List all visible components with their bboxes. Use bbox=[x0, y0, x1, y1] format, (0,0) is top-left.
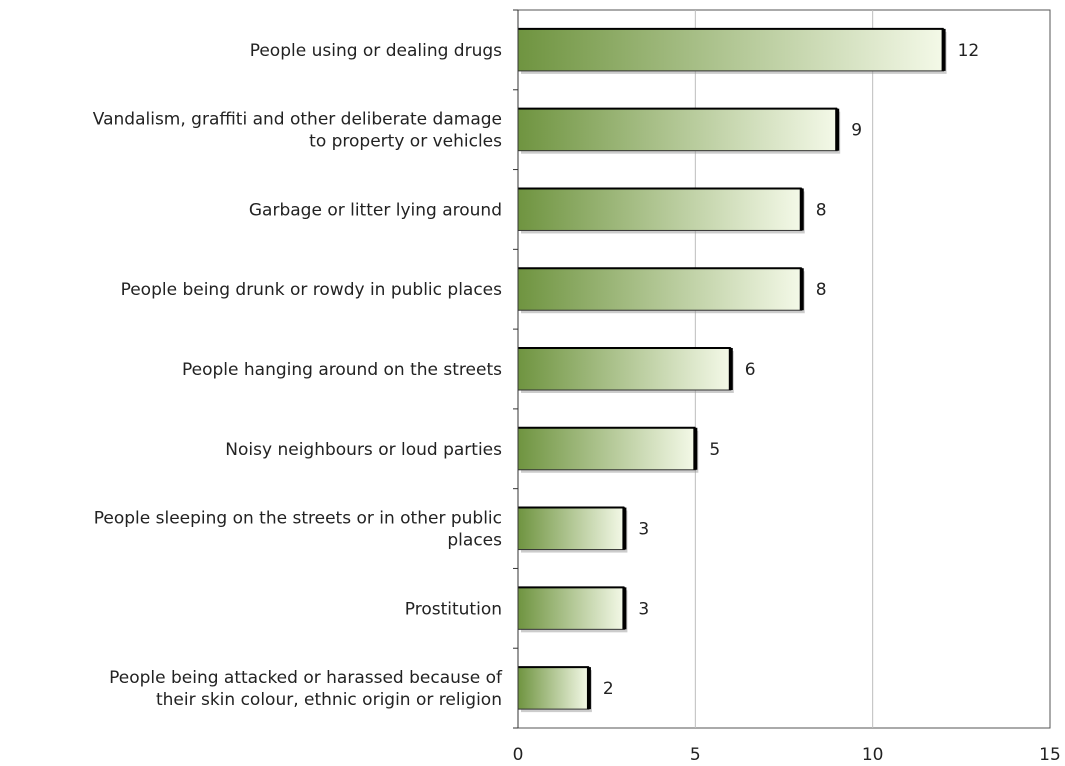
x-tick-label: 5 bbox=[690, 745, 701, 765]
bar bbox=[517, 187, 803, 231]
data-label: 2 bbox=[603, 679, 614, 699]
category-label: Prostitution bbox=[405, 599, 502, 619]
bar bbox=[517, 507, 625, 551]
bar bbox=[517, 427, 696, 471]
bar bbox=[517, 666, 590, 710]
x-tick-label: 15 bbox=[1039, 745, 1061, 765]
data-label: 8 bbox=[816, 200, 827, 220]
category-label: People using or dealing drugs bbox=[250, 41, 502, 61]
bar bbox=[517, 28, 945, 72]
category-label: People sleeping on the streets or in oth… bbox=[94, 509, 502, 529]
category-label: to property or vehicles bbox=[309, 132, 502, 152]
category-label: their skin colour, ethnic origin or reli… bbox=[156, 690, 502, 710]
category-label: People being drunk or rowdy in public pl… bbox=[121, 280, 503, 300]
data-label: 12 bbox=[958, 41, 980, 61]
x-tick-label: 10 bbox=[862, 745, 884, 765]
bar bbox=[517, 586, 625, 630]
category-label: People being attacked or harassed becaus… bbox=[109, 668, 503, 688]
x-axis: 0 5 10 15 bbox=[513, 745, 1061, 765]
category-label: places bbox=[447, 531, 502, 551]
data-label: 3 bbox=[638, 599, 649, 619]
category-label: Vandalism, graffiti and other deliberate… bbox=[93, 110, 502, 130]
category-label: Noisy neighbours or loud parties bbox=[225, 440, 502, 460]
data-label: 5 bbox=[709, 440, 720, 460]
bar bbox=[517, 347, 732, 391]
category-label: People hanging around on the streets bbox=[182, 360, 502, 380]
x-tick-label: 0 bbox=[513, 745, 524, 765]
y-axis: People using or dealing drugs Vandalism, … bbox=[93, 9, 519, 729]
data-label: 3 bbox=[638, 520, 649, 540]
data-label: 8 bbox=[816, 280, 827, 300]
bar bbox=[517, 108, 838, 152]
category-label: Garbage or litter lying around bbox=[249, 200, 502, 220]
bar bbox=[517, 267, 803, 311]
data-label: 9 bbox=[851, 121, 862, 141]
data-label: 6 bbox=[745, 360, 756, 380]
bars: 12 9 8 8 6 5 3 3 2 bbox=[517, 27, 980, 713]
